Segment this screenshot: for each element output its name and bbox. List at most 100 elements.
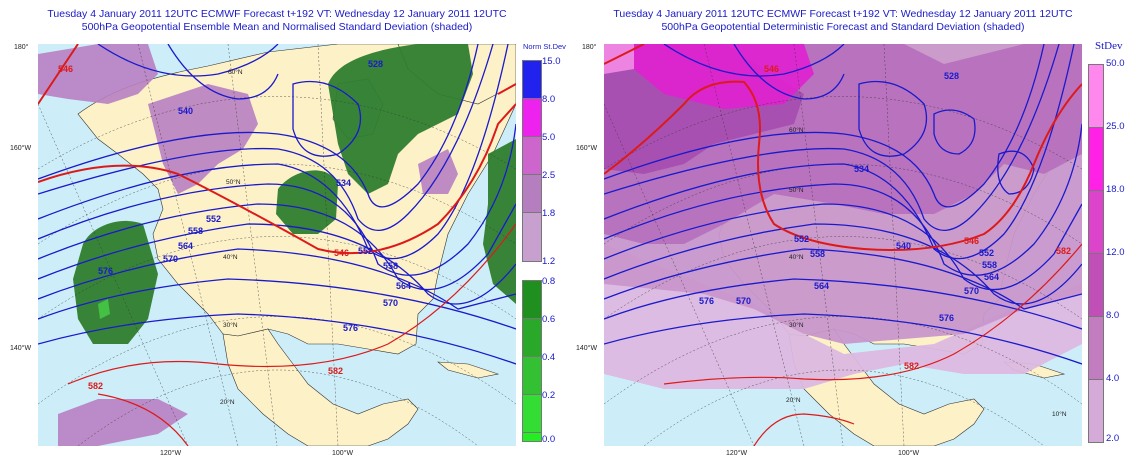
contour-label-552: 552 xyxy=(794,234,809,244)
left-title-line1: Tuesday 4 January 2011 12UTC ECMWF Forec… xyxy=(47,8,507,20)
contour-label-528: 528 xyxy=(944,71,959,81)
right-legend-swatch xyxy=(1088,316,1104,381)
left-legend-label: 0.0 xyxy=(542,434,556,445)
contour-label-570: 570 xyxy=(163,254,178,264)
left-title-line2: 500hPa Geopotential Ensemble Mean and No… xyxy=(81,21,473,33)
contours-red xyxy=(38,44,516,255)
shade-green-pacific xyxy=(73,220,158,344)
contour-label-570-e: 570 xyxy=(964,286,979,296)
left-legend-label: 0.4 xyxy=(542,352,556,363)
land-cuba xyxy=(437,361,500,379)
contour-label-552-e: 552 xyxy=(358,246,373,256)
left-legend-label: 0.2 xyxy=(542,390,556,401)
contour-label-552-e: 552 xyxy=(979,248,994,258)
contour-label-534: 534 xyxy=(336,178,351,188)
right-map-canvas: 546 552 558 534 540 528 564 570 576 582 … xyxy=(604,44,1082,446)
contour-label-576: 576 xyxy=(98,266,113,276)
left-legend-swatch xyxy=(522,98,542,138)
contour-label-576: 576 xyxy=(699,296,714,306)
contour-label-546-center: 546 xyxy=(964,236,979,246)
right-legend-label: 8.0 xyxy=(1106,310,1120,321)
contour-label-570-e: 570 xyxy=(383,298,398,308)
contours-red-thin xyxy=(67,223,516,446)
right-map[interactable]: 546 552 558 534 540 528 564 570 576 582 … xyxy=(604,44,1082,446)
lat-label-60n: 60°N xyxy=(228,68,243,76)
left-legend-label: 2.5 xyxy=(542,170,556,181)
right-legend-swatch xyxy=(1088,190,1104,255)
right-lon-label-160w: 160°W xyxy=(576,145,598,152)
right-legend-label: 12.0 xyxy=(1106,247,1125,258)
shade-lightest xyxy=(604,244,1082,389)
left-legend-label: 1.8 xyxy=(542,208,556,219)
left-map[interactable]: 546 552 558 534 540 528 564 570 576 582 … xyxy=(38,44,516,446)
contour-label-528: 528 xyxy=(368,59,383,69)
contours-blue xyxy=(604,44,1082,365)
contours-blue xyxy=(38,44,516,365)
right-legend-swatch xyxy=(1088,64,1104,129)
lat-label-50n: 50°N xyxy=(789,186,804,194)
left-legend-swatch xyxy=(522,60,542,100)
left-legend: Norm St.Dev 15.0 8.0 5.0 2.5 1.8 1.2 0.8… xyxy=(518,42,578,446)
contour-label-540: 540 xyxy=(178,106,193,116)
left-legend-swatch xyxy=(522,136,542,176)
lat-label-50n: 50°N xyxy=(226,178,241,186)
contour-label-576-e: 576 xyxy=(939,313,954,323)
contour-label-570: 570 xyxy=(736,296,751,306)
lat-label-10n: 10°N xyxy=(1052,410,1067,418)
left-lon-label-140w: 140°W xyxy=(10,345,32,352)
graticule xyxy=(604,44,1082,446)
shade-magenta xyxy=(634,44,814,109)
contour-label-558-e: 558 xyxy=(982,260,997,270)
lat-label-40n: 40°N xyxy=(223,253,238,261)
right-title-line1: Tuesday 4 January 2011 12UTC ECMWF Forec… xyxy=(613,8,1073,20)
left-lon-label-160w: 160°W xyxy=(10,145,32,152)
contour-label-540: 540 xyxy=(896,241,911,251)
left-legend-label: 0.8 xyxy=(542,276,556,287)
left-lon-label-180: 180° xyxy=(14,44,29,51)
contour-label-582: 582 xyxy=(904,361,919,371)
left-map-canvas: 546 552 558 534 540 528 564 570 576 582 … xyxy=(38,44,516,446)
contour-label-558-e: 558 xyxy=(383,261,398,271)
contour-label-534: 534 xyxy=(854,164,869,174)
contour-label-582-e: 582 xyxy=(1056,246,1071,256)
shade-light-green-spot xyxy=(98,299,110,319)
left-legend-swatch xyxy=(522,356,542,396)
shade-purple-quebec xyxy=(418,149,458,194)
shade-magenta-light xyxy=(604,44,634,74)
contour-label-546-nw: 546 xyxy=(764,64,779,74)
shade-green-atlantic xyxy=(483,139,516,304)
contour-label-582-e: 582 xyxy=(328,366,343,376)
left-legend-swatch xyxy=(522,280,542,320)
left-lon-label-100w: 100°W xyxy=(332,450,354,457)
left-legend-swatch xyxy=(522,174,542,214)
right-legend-label: 2.0 xyxy=(1106,433,1120,444)
contour-label-546-nw: 546 xyxy=(58,64,73,74)
contour-label-558: 558 xyxy=(188,226,203,236)
right-legend-swatch xyxy=(1088,127,1104,192)
right-legend-title: StDev xyxy=(1095,40,1123,52)
shade-green-northeast xyxy=(328,44,473,194)
right-legend: StDev 50.0 25.0 18.0 12.0 8.0 4.0 2.0 xyxy=(1084,40,1139,446)
left-legend-swatch xyxy=(522,212,542,262)
lat-label-60n: 60°N xyxy=(789,126,804,134)
left-legend-label: 1.2 xyxy=(542,256,556,267)
right-legend-label: 25.0 xyxy=(1106,121,1125,132)
right-legend-swatch xyxy=(1088,253,1104,318)
land-mexico xyxy=(222,328,419,446)
right-lon-label-140w: 140°W xyxy=(576,345,598,352)
left-legend-swatch xyxy=(522,432,542,442)
contour-label-564-e: 564 xyxy=(984,272,999,282)
lat-label-40n: 40°N xyxy=(789,253,804,261)
right-legend-label: 4.0 xyxy=(1106,373,1120,384)
contour-label-564: 564 xyxy=(814,281,829,291)
left-legend-label: 15.0 xyxy=(542,56,561,67)
contours-red-thin xyxy=(663,243,1082,446)
left-legend-swatch xyxy=(522,394,542,434)
left-lon-label-120w: 120°W xyxy=(160,450,182,457)
right-title-line2: 500hPa Geopotential Deterministic Foreca… xyxy=(661,21,1025,33)
lat-label-20n: 20°N xyxy=(220,398,235,406)
lat-label-30n: 30°N xyxy=(789,321,804,329)
contour-label-546-center: 546 xyxy=(334,248,349,258)
contour-label-564: 564 xyxy=(178,241,193,251)
right-legend-label: 50.0 xyxy=(1106,58,1125,69)
